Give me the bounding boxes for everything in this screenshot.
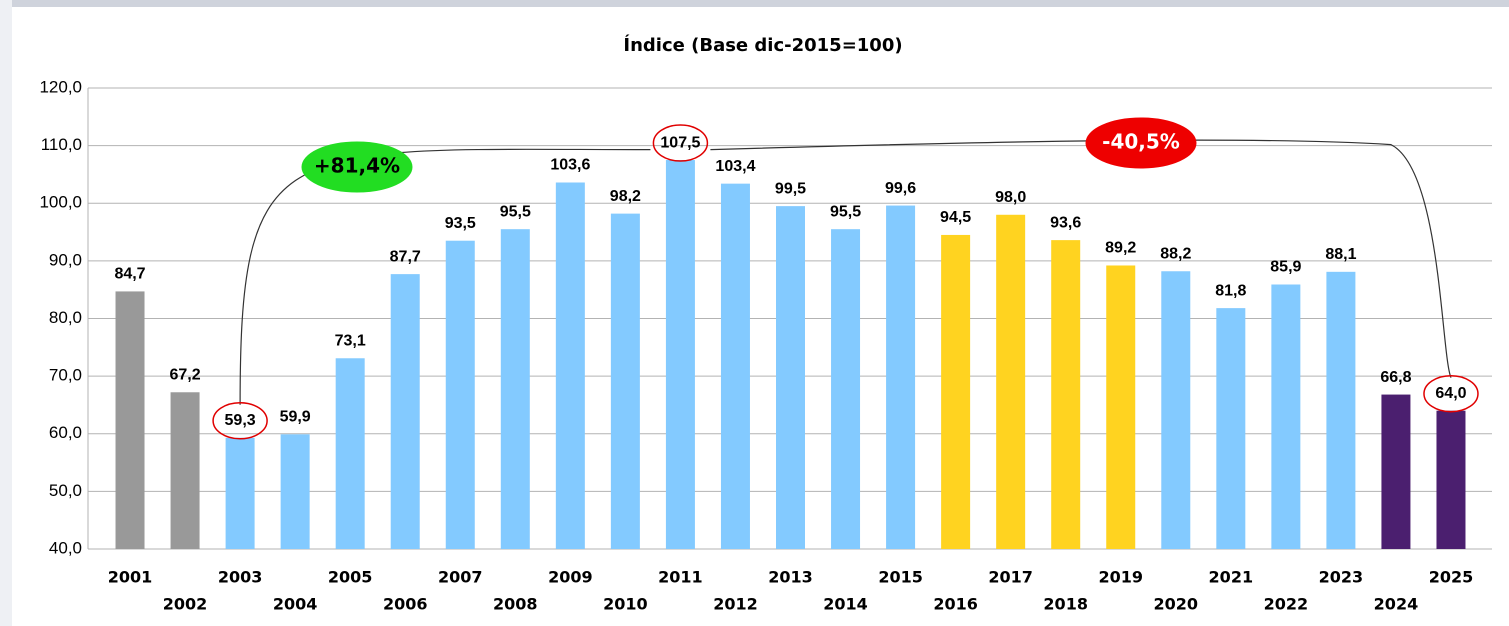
x-tick-label: 2010: [603, 595, 648, 614]
y-tick-label: 60,0: [49, 423, 82, 442]
bar: [555, 182, 585, 549]
value-label: 103,6: [550, 157, 590, 174]
chart-title: Índice (Base dic-2015=100): [623, 34, 902, 56]
bar: [1326, 271, 1356, 549]
y-tick-label: 110,0: [41, 135, 82, 154]
value-label: 94,5: [940, 209, 971, 226]
value-label: 81,8: [1215, 282, 1246, 299]
annotation-bubble: [301, 141, 413, 193]
value-label: 99,5: [775, 180, 806, 197]
bar: [225, 437, 255, 549]
annotation-text: +81,4%: [314, 154, 400, 178]
x-tick-label: 2020: [1154, 595, 1199, 614]
value-label: 88,2: [1160, 245, 1191, 262]
x-tick-label: 2005: [328, 568, 373, 587]
bar: [665, 160, 695, 549]
highlight-circle: [212, 402, 268, 440]
bar: [390, 274, 420, 549]
x-tick-label: 2023: [1319, 568, 1364, 587]
x-tick-label: 2024: [1374, 595, 1419, 614]
x-tick-label: 2003: [218, 568, 263, 587]
connector: [239, 148, 651, 405]
y-tick-label: 90,0: [49, 250, 82, 269]
value-label: 89,2: [1105, 240, 1136, 257]
bar: [776, 206, 805, 549]
bar: [831, 229, 861, 549]
bar: [886, 205, 916, 549]
connector: [710, 139, 1452, 378]
x-tick-label: 2007: [438, 568, 483, 587]
y-tick-label: 80,0: [49, 308, 82, 327]
x-tick-label: 2002: [163, 595, 208, 614]
value-label: 103,4: [715, 158, 755, 175]
value-label: 66,8: [1380, 369, 1411, 386]
y-tick-label: 120,0: [39, 77, 82, 96]
x-tick-label: 2009: [548, 568, 593, 587]
x-tick-label: 2025: [1429, 568, 1474, 587]
value-label: 88,1: [1325, 246, 1356, 263]
x-tick-label: 2013: [768, 568, 813, 587]
value-label: 99,6: [885, 180, 916, 197]
bar: [1216, 308, 1246, 549]
value-label: 93,6: [1050, 214, 1081, 231]
highlight-circle: [652, 124, 709, 162]
x-tick-label: 2017: [988, 568, 1033, 587]
x-tick-label: 2018: [1043, 595, 1088, 614]
x-tick-label: 2008: [493, 595, 538, 614]
value-label: 98,2: [610, 188, 641, 205]
left-band: [0, 0, 12, 626]
value-label: 85,9: [1270, 259, 1301, 276]
value-label: 73,1: [335, 332, 366, 349]
x-tick-label: 2019: [1098, 568, 1143, 587]
annotation-bubble: [1085, 117, 1197, 169]
bar: [115, 291, 145, 549]
x-tick-label: 2012: [713, 595, 758, 614]
x-tick-label: 2016: [933, 595, 978, 614]
x-tick-label: 2015: [878, 568, 923, 587]
bar: [1106, 265, 1136, 549]
bar: [170, 392, 200, 549]
bar: [996, 214, 1026, 549]
bar: [335, 358, 365, 549]
value-label: 59,3: [225, 412, 256, 429]
value-label: 93,5: [445, 215, 476, 232]
bar: [500, 229, 530, 549]
y-tick-label: 50,0: [49, 481, 82, 500]
value-label: 59,9: [280, 409, 311, 426]
bar: [1161, 271, 1191, 549]
value-label: 84,7: [114, 266, 145, 283]
x-tick-label: 2014: [823, 595, 868, 614]
highlight-circle: [1423, 374, 1479, 413]
x-tick-label: 2011: [658, 568, 703, 587]
x-tick-label: 2006: [383, 595, 428, 614]
value-label: 107,5: [660, 134, 700, 151]
value-label: 98,0: [995, 189, 1026, 206]
top-band: [0, 0, 1509, 7]
bar: [1271, 284, 1301, 549]
bar: [445, 240, 475, 550]
bar: [720, 183, 750, 549]
x-tick-label: 2004: [273, 595, 318, 614]
bar: [1436, 410, 1466, 549]
bar: [1051, 240, 1081, 549]
y-tick-label: 70,0: [49, 366, 82, 385]
annotation-text: -40,5%: [1102, 130, 1180, 154]
bar: [1381, 394, 1411, 549]
y-tick-label: 100,0: [39, 193, 82, 212]
value-label: 95,5: [500, 203, 531, 220]
value-label: 67,2: [169, 366, 200, 383]
bar: [280, 434, 310, 549]
value-label: 87,7: [390, 248, 421, 265]
x-tick-label: 2022: [1264, 595, 1309, 614]
y-tick-label: 40,0: [49, 538, 82, 557]
bar: [941, 234, 971, 549]
bar: [610, 213, 640, 549]
x-tick-label: 2021: [1209, 568, 1254, 587]
value-label: 64,0: [1435, 385, 1466, 402]
x-tick-label: 2001: [108, 568, 153, 587]
value-label: 95,5: [830, 203, 861, 220]
